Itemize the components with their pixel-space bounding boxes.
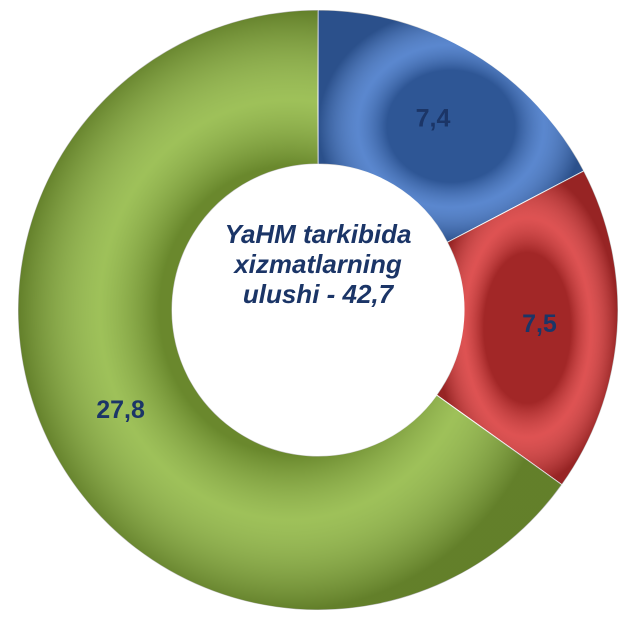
data-label: 7,4 (416, 105, 451, 133)
data-label: 27,8 (96, 396, 145, 424)
center-title: YaHM tarkibida xizmatlarning ulushi - 42… (224, 219, 412, 309)
data-label: 7,5 (522, 310, 557, 338)
